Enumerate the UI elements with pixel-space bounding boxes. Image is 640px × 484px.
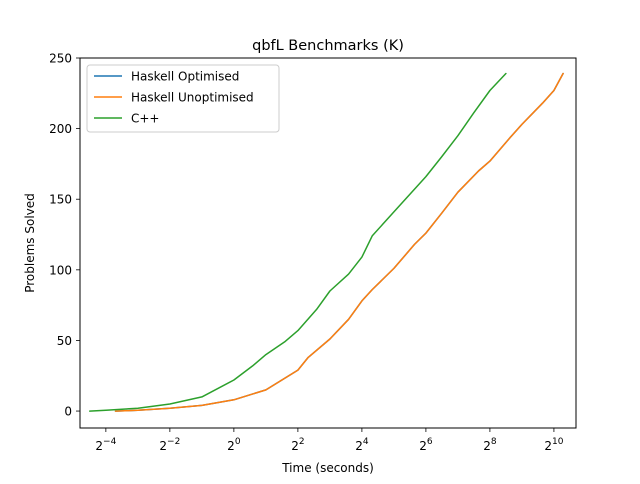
y-tick-label: 200 xyxy=(49,122,72,136)
x-tick-label: 20 xyxy=(227,437,241,453)
x-tick-label: 2−2 xyxy=(159,437,180,453)
chart-title: qbfL Benchmarks (K) xyxy=(252,38,404,54)
series-line-1 xyxy=(114,72,564,412)
x-tick-label: 26 xyxy=(419,437,433,453)
y-tick-label: 150 xyxy=(49,193,72,207)
y-tick-label: 250 xyxy=(49,52,72,66)
y-axis-label: Problems Solved xyxy=(23,193,37,293)
x-tick-label: 24 xyxy=(355,437,369,453)
x-axis-label: Time (seconds) xyxy=(281,461,374,475)
y-tick-label: 0 xyxy=(64,405,72,419)
y-axis-ticks: 0 50 100 150 200 250 xyxy=(49,52,80,419)
y-tick-label: 100 xyxy=(49,263,72,277)
legend-box xyxy=(86,64,280,133)
legend-label-0: Haskell Optimised xyxy=(131,70,239,84)
series-line-2 xyxy=(88,72,507,412)
x-axis-ticks: 2−4 2−2 20 22 24 26 28 210 xyxy=(95,428,564,453)
legend-label-2: C++ xyxy=(131,112,160,126)
x-tick-label: 210 xyxy=(544,437,563,453)
plot-frame xyxy=(79,57,577,429)
x-tick-label: 28 xyxy=(483,437,497,453)
legend: Haskell Optimised Haskell Unoptimised C++ xyxy=(86,64,280,133)
legend-label-1: Haskell Unoptimised xyxy=(131,91,254,105)
series-lines xyxy=(88,72,564,412)
y-tick-label: 50 xyxy=(57,334,72,348)
x-tick-label: 2−4 xyxy=(95,437,116,453)
x-tick-label: 22 xyxy=(291,437,304,453)
